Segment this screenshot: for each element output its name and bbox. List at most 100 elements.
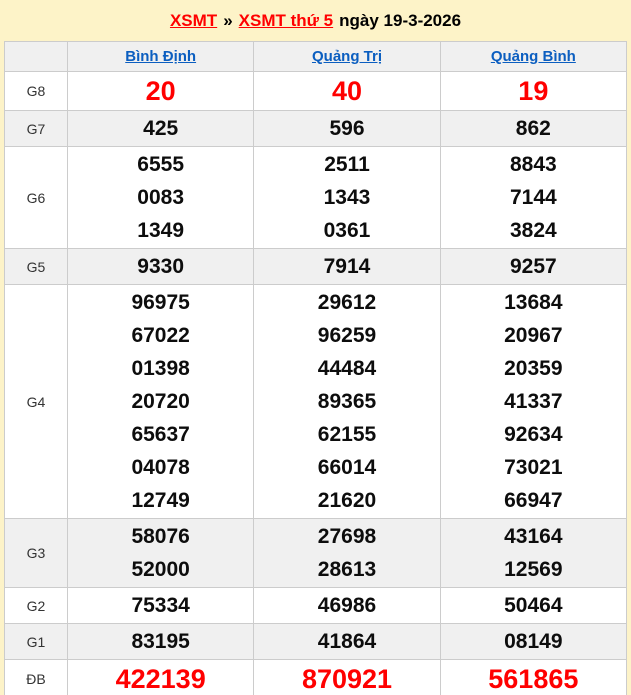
prize-number: 41337 <box>504 390 563 413</box>
title-date: ngày 19-3-2026 <box>339 10 462 30</box>
prize-number: 89365 <box>317 390 377 413</box>
prize-number: 27698 <box>317 525 377 548</box>
prize-number: 66014 <box>317 456 377 479</box>
title-link-xsmt[interactable]: XSMT <box>169 10 218 30</box>
header-empty-cell <box>4 41 68 72</box>
header-cell-quang-binh: Quảng Bình <box>439 41 628 72</box>
prize-number: 12749 <box>131 489 190 512</box>
prize-numbers-cell: 58076 52000 <box>66 518 255 588</box>
prize-numbers-cell: 19 <box>439 71 628 111</box>
results-body: G8 20 40 19 G7 425 596 862 G6 6555 0083 1349 2511 134… <box>4 71 628 695</box>
prize-number: 13684 <box>504 291 563 314</box>
prize-number: 52000 <box>131 558 190 581</box>
prize-number: 75334 <box>131 594 190 617</box>
prize-numbers-cell: 6555 0083 1349 <box>66 146 255 249</box>
prize-label: G4 <box>4 284 68 519</box>
column-link-quang-binh[interactable]: Quảng Bình <box>490 48 576 65</box>
header-cell-binh-dinh: Bình Định <box>66 41 255 72</box>
prize-number: 20 <box>145 76 176 106</box>
column-link-binh-dinh[interactable]: Bình Định <box>125 48 197 65</box>
prize-number: 40 <box>331 76 363 106</box>
prize-numbers-cell: 41864 <box>253 623 441 660</box>
prize-numbers-cell: 83195 <box>66 623 255 660</box>
prize-number: 6555 <box>137 153 185 176</box>
prize-numbers-cell: 08149 <box>439 623 628 660</box>
prize-numbers-cell: 596 <box>253 110 441 147</box>
prize-number: 67022 <box>131 324 190 347</box>
column-link-quang-tri[interactable]: Quảng Trị <box>311 48 382 65</box>
prize-numbers-cell: 20 <box>66 71 255 111</box>
prize-number: 08149 <box>504 630 563 653</box>
prize-label: G8 <box>4 71 68 111</box>
prize-numbers-cell: 561865 <box>439 659 628 695</box>
prize-number: 96975 <box>131 291 190 314</box>
prize-label: G7 <box>4 110 68 147</box>
prize-numbers-cell: 29612 96259 44484 89365 62155 66014 21620 <box>253 284 441 519</box>
prize-numbers-cell: 43164 12569 <box>439 518 628 588</box>
prize-number: 422139 <box>115 664 206 694</box>
prize-number: 44484 <box>317 357 377 380</box>
prize-numbers-cell: 96975 67022 01398 20720 65637 04078 12749 <box>66 284 255 519</box>
prize-number: 62155 <box>317 423 377 446</box>
prize-number: 21620 <box>317 489 377 512</box>
prize-numbers-cell: 75334 <box>66 587 255 624</box>
prize-number: 862 <box>515 117 551 140</box>
title-link-xsmt-thu-5[interactable]: XSMT thứ 5 <box>238 10 334 30</box>
prize-number: 29612 <box>317 291 377 314</box>
header-cell-quang-tri: Quảng Trị <box>253 41 441 72</box>
prize-number: 425 <box>143 117 179 140</box>
results-table: Bình Định Quảng Trị Quảng Bình G8 20 40 19 G… <box>4 41 628 695</box>
prize-number: 66947 <box>504 489 563 512</box>
prize-row-G6: G6 6555 0083 1349 2511 1343 0361 8843 7144 3824 <box>4 146 628 249</box>
prize-number: 65637 <box>131 423 190 446</box>
prize-number: 73021 <box>504 456 563 479</box>
prize-row-G2: G2 75334 46986 50464 <box>4 587 628 624</box>
prize-number: 19 <box>518 76 549 106</box>
prize-number: 43164 <box>504 525 563 548</box>
prize-numbers-cell: 9330 <box>66 248 255 285</box>
prize-number: 83195 <box>131 630 190 653</box>
prize-row-G4: G4 96975 67022 01398 20720 65637 04078 12749 296… <box>4 284 628 519</box>
prize-number: 7914 <box>323 255 371 278</box>
prize-number: 28613 <box>317 558 377 581</box>
prize-numbers-cell: 50464 <box>439 587 628 624</box>
header-row: Bình Định Quảng Trị Quảng Bình <box>4 41 628 72</box>
prize-number: 96259 <box>317 324 377 347</box>
prize-label: G2 <box>4 587 68 624</box>
page-title: XSMT » XSMT thứ 5 ngày 19-3-2026 <box>4 0 627 41</box>
prize-number: 2511 <box>324 153 370 176</box>
prize-number: 0083 <box>137 186 185 209</box>
prize-number: 9330 <box>137 255 185 278</box>
prize-number: 3824 <box>509 219 557 242</box>
prize-number: 41864 <box>317 630 377 653</box>
prize-number: 46986 <box>317 594 377 617</box>
prize-number: 01398 <box>131 357 190 380</box>
prize-row-G5: G5 9330 7914 9257 <box>4 248 628 285</box>
prize-label: G1 <box>4 623 68 660</box>
prize-numbers-cell: 2511 1343 0361 <box>253 146 441 249</box>
prize-number: 596 <box>329 117 365 140</box>
prize-number: 1343 <box>323 186 371 209</box>
prize-row-ĐB: ĐB 422139 870921 561865 <box>4 659 628 695</box>
prize-numbers-cell: 8843 7144 3824 <box>439 146 628 249</box>
prize-label: G6 <box>4 146 68 249</box>
prize-number: 04078 <box>131 456 190 479</box>
prize-numbers-cell: 7914 <box>253 248 441 285</box>
prize-label: G5 <box>4 248 68 285</box>
prize-number: 561865 <box>488 664 579 694</box>
prize-row-G3: G3 58076 52000 27698 28613 43164 12569 <box>4 518 628 588</box>
prize-number: 20967 <box>504 324 563 347</box>
prize-number: 7144 <box>509 186 557 209</box>
prize-number: 92634 <box>504 423 563 446</box>
prize-number: 20720 <box>131 390 190 413</box>
prize-number: 20359 <box>504 357 563 380</box>
prize-row-G7: G7 425 596 862 <box>4 110 628 147</box>
prize-number: 50464 <box>504 594 563 617</box>
prize-row-G8: G8 20 40 19 <box>4 71 628 111</box>
prize-number: 0361 <box>323 219 371 242</box>
prize-label: ĐB <box>4 659 68 695</box>
prize-number: 1349 <box>137 219 185 242</box>
prize-numbers-cell: 27698 28613 <box>253 518 441 588</box>
prize-number: 9257 <box>509 255 557 278</box>
